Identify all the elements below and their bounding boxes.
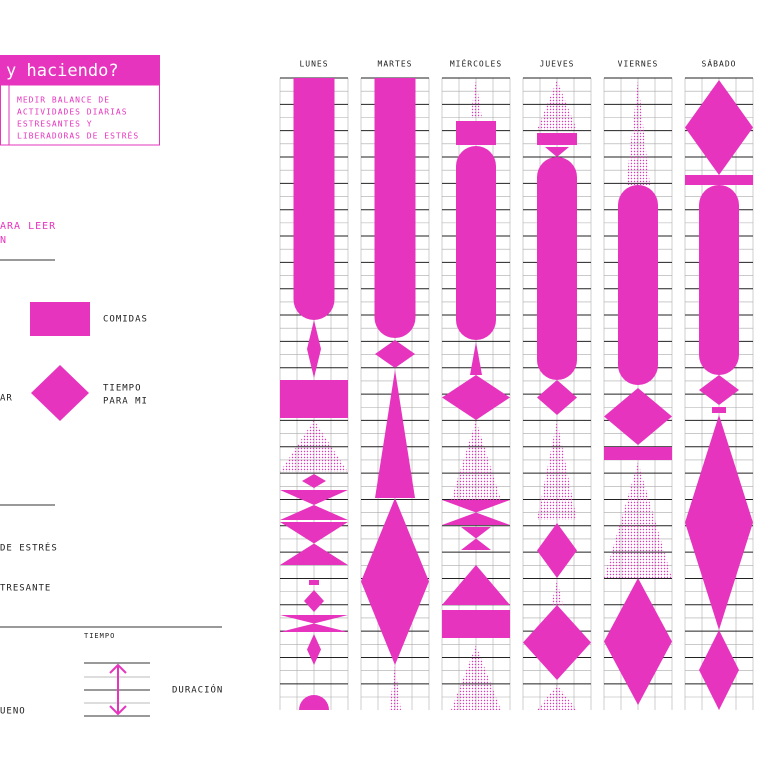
guide-heading: ARA LEER: [0, 221, 56, 232]
diamond: [699, 375, 739, 405]
day-label: MIÉRCOLES: [450, 58, 502, 69]
block: [537, 133, 577, 145]
triangle: [470, 342, 482, 375]
day-label: MARTES: [378, 60, 413, 69]
dotted-triangle: [537, 80, 577, 130]
diamond: [307, 634, 321, 665]
diamond: [537, 380, 577, 415]
legend-label: COMIDAS: [103, 315, 148, 325]
desc-box: [0, 84, 160, 146]
diamond: [685, 80, 753, 175]
title: y haciendo?: [6, 61, 119, 81]
triangle: [375, 370, 415, 498]
me-time-swatch: [31, 365, 89, 421]
dotted-triangle: [470, 80, 482, 118]
diamond: [699, 630, 739, 710]
meal-block: [699, 185, 739, 375]
meal-block: [618, 185, 658, 385]
description-line: ACTIVIDADES DIARIAS: [17, 108, 128, 117]
sleep-label: UENO: [0, 707, 26, 717]
dotted-triangle: [626, 80, 650, 185]
duration-label: DURACIÓN: [172, 684, 223, 696]
dotted-triangle: [451, 645, 501, 710]
diamond: [304, 590, 324, 612]
diamond: [604, 578, 672, 705]
legend-label: PARA MI: [103, 397, 148, 407]
dotted-triangle: [451, 420, 501, 500]
meal-block: [293, 78, 335, 320]
bowtie: [461, 527, 491, 550]
diamond: [442, 375, 510, 420]
week-chart: LUNES MARTES MIÉRCOLES JUEVES VIERNES SÁBADO: [279, 58, 754, 710]
block: [685, 175, 753, 185]
diamond: [375, 340, 415, 368]
block: [456, 121, 496, 145]
bowtie: [280, 490, 348, 520]
bowtie: [280, 615, 348, 632]
description: MEDIR BALANCE DE ACTIVIDADES DIARIAS ESTRE…: [17, 96, 139, 141]
stress-label: TRESANTE: [0, 584, 51, 594]
stress-label: DE ESTRÉS: [0, 542, 58, 554]
triangle: [442, 565, 510, 605]
block: [280, 380, 348, 418]
duration-arrow: [109, 663, 127, 716]
diamond: [523, 605, 591, 680]
guide-heading: N: [0, 235, 7, 246]
day-label: VIERNES: [618, 60, 659, 69]
description-line: LIBERADORAS DE ESTRÉS: [17, 130, 139, 141]
description-line: MEDIR BALANCE DE: [17, 96, 110, 105]
day-label: LUNES: [299, 60, 328, 69]
day-label: SÁBADO: [702, 58, 737, 69]
dotted-triangle: [280, 420, 348, 472]
day-label: JUEVES: [540, 60, 575, 69]
diamond: [537, 523, 577, 578]
dotted-triangle: [537, 420, 577, 520]
diamond: [307, 320, 321, 378]
diamond: [361, 498, 429, 665]
block: [442, 610, 510, 638]
time-axis-label: TIEMPO: [84, 632, 115, 640]
block: [309, 580, 319, 585]
block: [604, 447, 672, 460]
diamond: [604, 388, 672, 445]
dotted-triangle: [604, 462, 672, 578]
meal-block: [537, 157, 577, 380]
block: [712, 407, 726, 413]
dotted-triangle: [537, 685, 577, 710]
description-line: ESTRESANTES Y: [17, 120, 93, 129]
bowtie: [442, 500, 510, 525]
legend-label: TIEMPO: [103, 384, 142, 394]
meal-block: [374, 78, 416, 338]
dotted-triangle: [389, 665, 401, 710]
meal-swatch: [30, 302, 90, 336]
meal-block: [456, 146, 496, 340]
triangle: [545, 147, 569, 157]
bowtie: [280, 522, 348, 565]
dotted-triangle: [551, 580, 563, 605]
diamond: [302, 474, 326, 488]
title-box: [0, 55, 160, 85]
legend-label: AR: [0, 394, 13, 404]
diamond: [685, 415, 753, 630]
half-circle: [299, 695, 329, 710]
